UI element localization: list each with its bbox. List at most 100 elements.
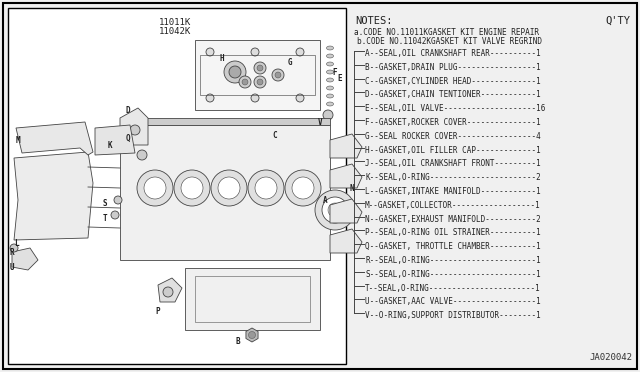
Text: S: S <box>102 199 108 208</box>
Text: P--SEAL,O-RING OIL STRAINER----------1: P--SEAL,O-RING OIL STRAINER----------1 <box>365 228 541 237</box>
Text: R: R <box>10 247 14 257</box>
Polygon shape <box>120 125 330 260</box>
Circle shape <box>292 177 314 199</box>
Circle shape <box>296 94 304 102</box>
Circle shape <box>242 79 248 85</box>
Circle shape <box>174 170 210 206</box>
Polygon shape <box>330 199 362 223</box>
Text: D: D <box>125 106 131 115</box>
Circle shape <box>248 331 255 339</box>
Circle shape <box>272 69 284 81</box>
Ellipse shape <box>326 86 333 90</box>
Bar <box>8 8 346 364</box>
Text: C--GASKET,CYLINDER HEAD--------------1: C--GASKET,CYLINDER HEAD--------------1 <box>365 77 541 86</box>
Polygon shape <box>330 229 362 253</box>
Circle shape <box>296 48 304 56</box>
Text: a.CODE NO.11011KGASKET KIT ENGINE REPAIR: a.CODE NO.11011KGASKET KIT ENGINE REPAIR <box>354 28 539 37</box>
Polygon shape <box>158 278 182 302</box>
Circle shape <box>322 197 348 223</box>
Circle shape <box>163 287 173 297</box>
Circle shape <box>211 170 247 206</box>
Text: S--SEAL,O-RING-----------------------1: S--SEAL,O-RING-----------------------1 <box>365 270 541 279</box>
Text: F: F <box>333 67 337 77</box>
Text: Q: Q <box>125 134 131 142</box>
Text: 11011K: 11011K <box>159 18 191 27</box>
Text: G--SEAL ROCKER COVER-----------------4: G--SEAL ROCKER COVER-----------------4 <box>365 132 541 141</box>
Polygon shape <box>195 40 320 110</box>
Text: T: T <box>102 214 108 222</box>
Text: b.CODE NO.11042KGASKET KIT VALVE REGRIND: b.CODE NO.11042KGASKET KIT VALVE REGRIND <box>357 37 542 46</box>
Circle shape <box>218 177 240 199</box>
Text: Q'TY: Q'TY <box>605 16 630 26</box>
Text: 11042K: 11042K <box>159 27 191 36</box>
Circle shape <box>285 170 321 206</box>
Text: L--GASKET,INTAKE MANIFOLD------------1: L--GASKET,INTAKE MANIFOLD------------1 <box>365 187 541 196</box>
Text: G: G <box>288 58 292 67</box>
Circle shape <box>251 94 259 102</box>
Circle shape <box>120 143 130 153</box>
Ellipse shape <box>326 70 333 74</box>
Circle shape <box>257 79 263 85</box>
Circle shape <box>255 177 277 199</box>
Circle shape <box>181 177 203 199</box>
Circle shape <box>137 170 173 206</box>
Text: B--GASKET,DRAIN PLUG-----------------1: B--GASKET,DRAIN PLUG-----------------1 <box>365 63 541 72</box>
Circle shape <box>111 211 119 219</box>
Text: F--GASKET,ROCKER COVER---------------1: F--GASKET,ROCKER COVER---------------1 <box>365 118 541 127</box>
Text: H: H <box>220 54 224 62</box>
Polygon shape <box>14 152 93 240</box>
Circle shape <box>315 190 355 230</box>
Circle shape <box>137 150 147 160</box>
Text: NOTES:: NOTES: <box>355 16 392 26</box>
Text: M: M <box>16 135 20 144</box>
Text: Q--GASKET, THROTTLE CHAMBER----------1: Q--GASKET, THROTTLE CHAMBER----------1 <box>365 242 541 251</box>
Text: J--SEAL,OIL CRANKSHAFT FRONT---------1: J--SEAL,OIL CRANKSHAFT FRONT---------1 <box>365 159 541 169</box>
Circle shape <box>257 65 263 71</box>
Circle shape <box>328 203 342 217</box>
Polygon shape <box>330 134 362 158</box>
Ellipse shape <box>326 54 333 58</box>
Text: U--GASKET,AAC VALVE------------------1: U--GASKET,AAC VALVE------------------1 <box>365 297 541 307</box>
Circle shape <box>323 110 333 120</box>
Circle shape <box>251 48 259 56</box>
Text: E--SEAL,OIL VALVE--------------------16: E--SEAL,OIL VALVE--------------------16 <box>365 104 545 113</box>
Text: N--GASKET,EXHAUST MANIFOLD-----------2: N--GASKET,EXHAUST MANIFOLD-----------2 <box>365 215 541 224</box>
Text: A: A <box>323 196 327 205</box>
Ellipse shape <box>326 94 333 98</box>
Text: P: P <box>156 308 160 317</box>
Circle shape <box>224 61 246 83</box>
Text: V: V <box>317 118 323 126</box>
Text: U: U <box>10 263 14 273</box>
Polygon shape <box>185 268 320 330</box>
Text: R--SEAL,O-RING-----------------------1: R--SEAL,O-RING-----------------------1 <box>365 256 541 265</box>
Ellipse shape <box>326 62 333 66</box>
Polygon shape <box>16 122 93 155</box>
Circle shape <box>144 177 166 199</box>
Circle shape <box>275 72 281 78</box>
Text: M--GASKET,COLLECTOR------------------1: M--GASKET,COLLECTOR------------------1 <box>365 201 541 210</box>
Circle shape <box>206 48 214 56</box>
Text: JA020042: JA020042 <box>589 353 632 362</box>
Text: V--O-RING,SUPPORT DISTRIBUTOR--------1: V--O-RING,SUPPORT DISTRIBUTOR--------1 <box>365 311 541 320</box>
Text: N: N <box>349 183 355 192</box>
Text: B: B <box>236 337 240 346</box>
Circle shape <box>248 170 284 206</box>
Polygon shape <box>330 164 362 188</box>
Text: K: K <box>108 141 112 150</box>
Polygon shape <box>12 248 38 270</box>
Circle shape <box>114 196 122 204</box>
Text: K--SEAL,O-RING-----------------------2: K--SEAL,O-RING-----------------------2 <box>365 173 541 182</box>
Polygon shape <box>120 118 330 125</box>
Text: A--SEAL,OIL CRANKSHAFT REAR----------1: A--SEAL,OIL CRANKSHAFT REAR----------1 <box>365 49 541 58</box>
Text: H--GASKET,OIL FILLER CAP-------------1: H--GASKET,OIL FILLER CAP-------------1 <box>365 145 541 155</box>
Circle shape <box>10 244 18 252</box>
Text: E: E <box>338 74 342 83</box>
Circle shape <box>254 62 266 74</box>
Circle shape <box>206 94 214 102</box>
Ellipse shape <box>326 78 333 82</box>
Ellipse shape <box>326 102 333 106</box>
Circle shape <box>239 76 251 88</box>
Ellipse shape <box>326 46 333 50</box>
Text: L: L <box>13 238 19 247</box>
Text: T--SEAL,O-RING-----------------------1: T--SEAL,O-RING-----------------------1 <box>365 283 541 293</box>
